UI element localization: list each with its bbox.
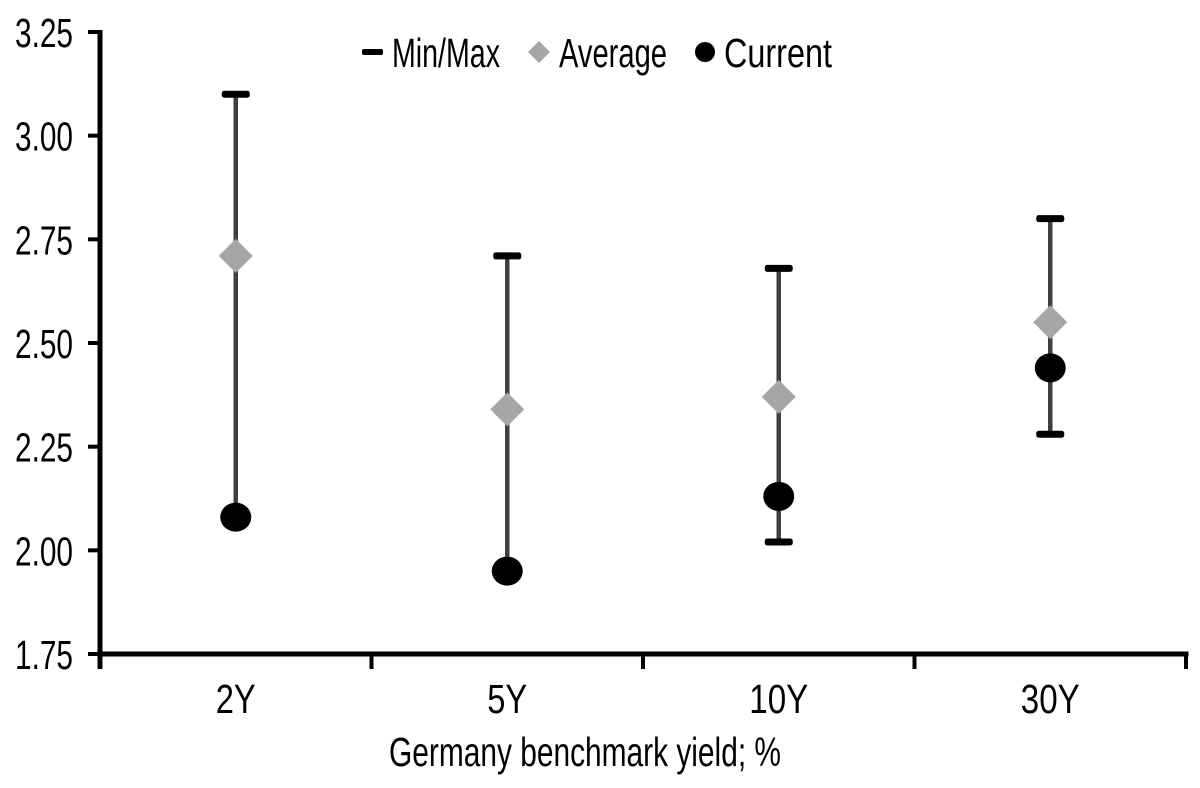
current-marker [491, 556, 523, 586]
average-marker [1033, 305, 1068, 340]
y-tick-label: 2.75 [15, 217, 73, 263]
legend-label: Average [559, 30, 667, 76]
legend-label: Min/Max [392, 30, 500, 76]
current-marker [220, 502, 252, 532]
x-category-label: 30Y [1021, 676, 1080, 722]
current-legend-circle-icon [695, 42, 715, 62]
y-tick-label: 3.25 [15, 10, 73, 56]
x-category-label: 2Y [216, 676, 256, 722]
average-marker [490, 392, 525, 427]
minmax-legend-dash-icon [362, 49, 383, 55]
minmax-cap [764, 538, 793, 546]
minmax-cap [493, 252, 522, 260]
y-tick-label: 2.50 [15, 321, 73, 367]
minmax-cap [764, 264, 793, 272]
y-tick-label: 3.00 [15, 114, 73, 160]
minmax-cap [1036, 430, 1065, 438]
x-category-label: 5Y [487, 676, 527, 722]
legend-label: Current [724, 30, 832, 76]
current-marker [763, 481, 795, 511]
minmax-cap [221, 90, 250, 98]
y-tick-label: 2.25 [15, 425, 73, 471]
y-tick-label: 2.00 [15, 528, 73, 574]
x-axis-title: Germany benchmark yield; % [389, 729, 781, 775]
current-marker [1034, 353, 1066, 383]
average-legend-diamond-icon [528, 41, 550, 63]
minmax-cap [1036, 215, 1065, 223]
x-category-label: 10Y [749, 676, 808, 722]
average-marker [761, 379, 796, 414]
y-tick-label: 1.75 [15, 632, 73, 678]
average-marker [218, 238, 253, 273]
